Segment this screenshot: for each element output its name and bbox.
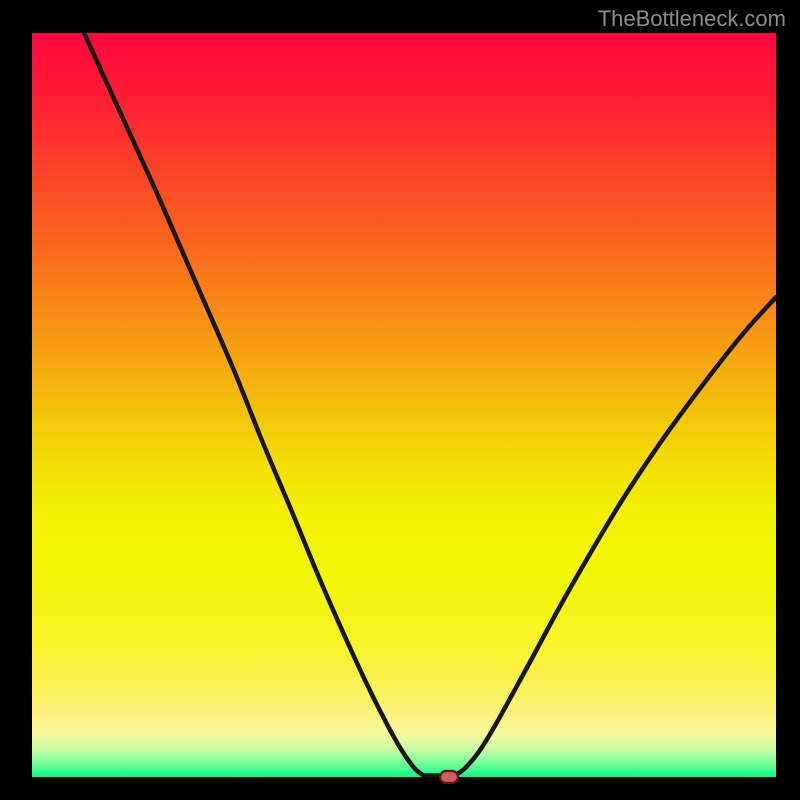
minimum-marker bbox=[437, 769, 459, 785]
watermark-text: TheBottleneck.com bbox=[598, 6, 786, 32]
minimum-marker-shape bbox=[440, 771, 458, 783]
curve-path bbox=[84, 33, 776, 776]
plot-area bbox=[32, 33, 776, 777]
bottleneck-curve bbox=[32, 33, 776, 777]
chart-container: TheBottleneck.com bbox=[0, 0, 800, 800]
